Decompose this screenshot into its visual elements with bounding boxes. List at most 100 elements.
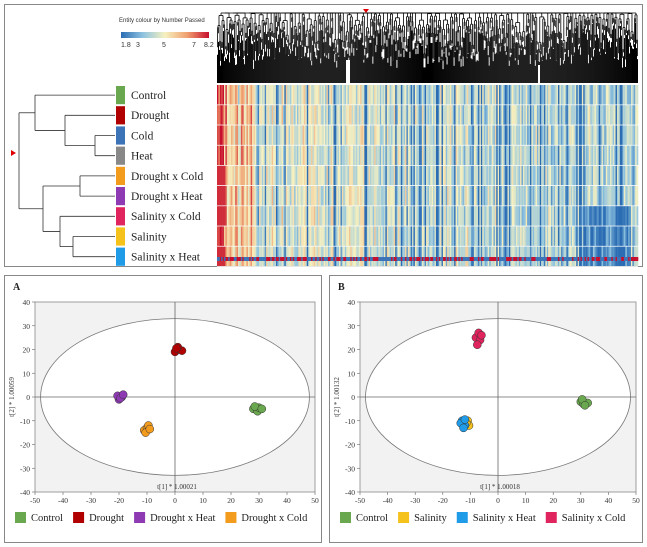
legend-swatch <box>15 512 26 523</box>
plot-legend: Control Salinity Salinity x Heat Salinity x… <box>340 512 626 524</box>
data-point <box>460 415 470 424</box>
x-tick-label: 20 <box>549 496 557 505</box>
y-tick-label: 10 <box>23 369 31 378</box>
x-tick-label: -50 <box>355 496 365 505</box>
panel-label: A <box>13 282 21 293</box>
row-label: Drought <box>131 110 170 122</box>
x-tick-label: 30 <box>577 496 585 505</box>
row-color-box <box>116 227 125 246</box>
legend-entry: Salinity <box>414 513 447 524</box>
legend-swatch <box>456 512 468 523</box>
y-tick-label: 0 <box>351 393 355 402</box>
legend-swatch <box>73 512 85 523</box>
x-tick-label: 40 <box>283 496 291 505</box>
row-dendrogram <box>18 94 115 258</box>
legend-entry: Control <box>31 513 63 524</box>
legend-entry: Drought x Heat <box>150 513 215 524</box>
data-point <box>118 390 128 399</box>
row-label: Drought x Cold <box>131 171 203 183</box>
y-tick-label: 30 <box>348 322 356 331</box>
row-label: Salinity x Heat <box>131 252 201 264</box>
legend-swatch <box>225 512 237 523</box>
legend-tick: 5 <box>162 42 166 49</box>
x-tick-label: 50 <box>632 496 640 505</box>
y-tick-label: 0 <box>26 393 30 402</box>
x-axis-label: t[1] * 1.00018 <box>480 483 520 491</box>
legend-tick: 7 <box>192 42 196 49</box>
series-control <box>576 395 592 410</box>
y-tick-label: -40 <box>20 488 30 497</box>
data-point <box>172 344 181 353</box>
row-labels: Control Drought Cold Heat Drought x Cold Drou… <box>116 86 203 266</box>
x-tick-label: -20 <box>438 496 448 505</box>
row-color-box <box>116 247 125 266</box>
row-color-box <box>116 187 125 206</box>
row-label: Salinity x Cold <box>131 211 201 223</box>
series-drought <box>170 342 187 357</box>
dendrogram-root-marker <box>363 9 369 13</box>
data-point <box>145 424 155 434</box>
legend-swatch <box>340 512 351 523</box>
x-tick-label: 40 <box>605 496 613 505</box>
row-color-box <box>116 126 125 145</box>
x-tick-label: 10 <box>199 496 207 505</box>
legend-swatch <box>134 512 146 523</box>
column-group-strip <box>217 257 639 261</box>
legend-entry: Salinity x Heat <box>473 513 536 524</box>
row-color-box <box>116 207 125 226</box>
x-tick-label: 30 <box>255 496 263 505</box>
row-label: Control <box>131 90 166 102</box>
data-point <box>473 340 482 349</box>
legend-entry: Salinity x Cold <box>562 513 626 524</box>
row-dendrogram-root-marker <box>11 150 16 156</box>
legend-entry: Drought <box>89 513 124 524</box>
heatmap-panel: Entity colour by Number Passed 1.8 3 5 7 8.2 C… <box>4 4 643 267</box>
legend-tick: 1.8 <box>121 42 131 49</box>
series-salinity-x-heat <box>456 415 470 433</box>
panel-label: B <box>338 282 345 293</box>
data-point <box>580 401 590 410</box>
data-point <box>459 423 468 433</box>
column-dendrogram <box>217 12 638 83</box>
y-tick-label: -30 <box>20 464 30 473</box>
x-tick-label: 20 <box>227 496 235 505</box>
row-color-box <box>116 166 125 185</box>
y-tick-label: 20 <box>348 346 356 355</box>
pca-panel-a: A 40 30 20 10 0 -10 -20 -30 -40 -50 -40 -30 -20 -10 0 10… <box>4 275 322 543</box>
y-tick-label: -40 <box>345 488 355 497</box>
heatmap-svg: Entity colour by Number Passed 1.8 3 5 7 8.2 C… <box>11 9 639 267</box>
row-label: Salinity <box>131 231 167 243</box>
legend-tick: 8.2 <box>204 42 214 49</box>
x-tick-label: -50 <box>30 496 40 505</box>
row-color-box <box>116 106 125 125</box>
legend-entry: Drought x Cold <box>241 513 308 524</box>
y-tick-label: 40 <box>348 298 356 307</box>
x-tick-label: 0 <box>496 496 500 505</box>
row-label: Cold <box>131 130 154 142</box>
data-point <box>477 331 486 340</box>
x-tick-label: -10 <box>465 496 475 505</box>
y-tick-label: -20 <box>20 441 30 450</box>
y-tick-label: 40 <box>23 298 31 307</box>
legend-entry: Control <box>356 513 388 524</box>
x-tick-label: 10 <box>522 496 530 505</box>
plot-legend: Control Drought Drought x Heat Drought x Co… <box>15 512 308 524</box>
row-label: Drought x Heat <box>131 191 203 203</box>
y-tick-label: 10 <box>348 369 356 378</box>
x-tick-label: -30 <box>86 496 96 505</box>
y-axis-label: t[2] * 1.00059 <box>8 377 16 417</box>
x-tick-label: -40 <box>383 496 393 505</box>
legend-tick: 3 <box>136 42 140 49</box>
legend-swatch <box>545 512 557 523</box>
y-tick-label: -10 <box>345 417 355 426</box>
data-point <box>257 404 267 414</box>
x-tick-label: -20 <box>114 496 124 505</box>
pca-panel-b: B 40 30 20 10 0 -10 -20 -30 -40 -50 -40 -30 -20 -10 0 10… <box>329 275 643 543</box>
y-tick-label: -10 <box>20 417 30 426</box>
y-tick-label: -20 <box>345 441 355 450</box>
row-color-box <box>116 146 125 165</box>
series-control <box>249 402 267 416</box>
x-tick-label: 0 <box>173 496 177 505</box>
legend-color-bar <box>121 32 209 38</box>
